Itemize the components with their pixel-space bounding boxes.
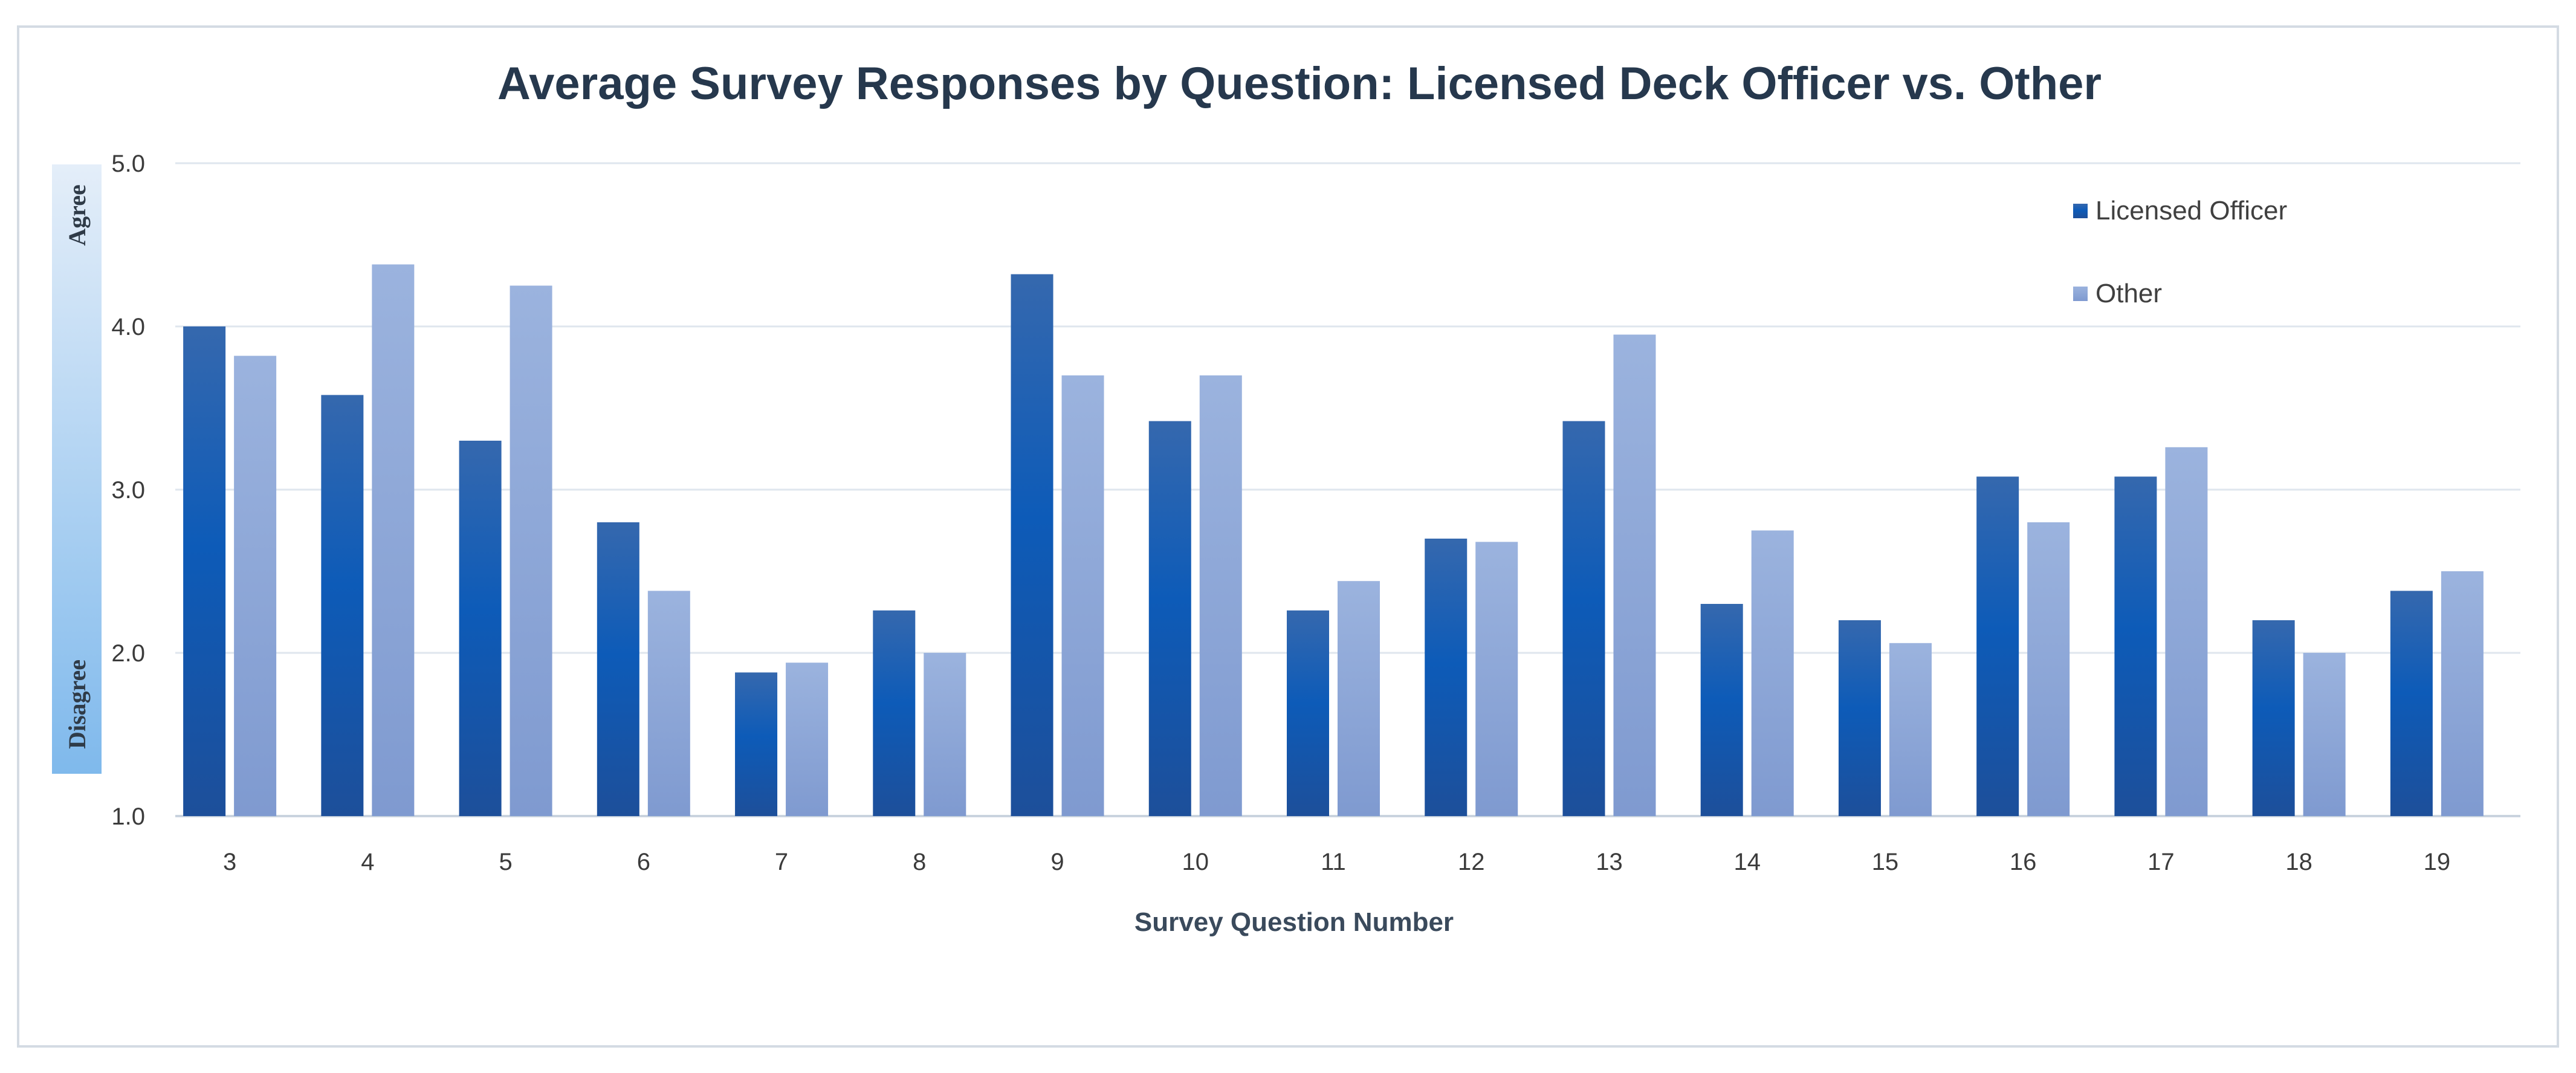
- bar-licensed-officer-q13: [1562, 421, 1605, 816]
- bar-other-q16: [2027, 522, 2070, 816]
- x-tick-label: 11: [1321, 849, 1346, 875]
- x-tick-label: 17: [2147, 849, 2175, 875]
- bar-other-q18: [2303, 653, 2346, 816]
- bar-licensed-officer-q7: [735, 672, 778, 816]
- y-tick-label: 2.0: [111, 640, 145, 667]
- bar-other-q4: [372, 264, 415, 816]
- bar-licensed-officer-q8: [873, 610, 916, 816]
- bar-other-q6: [647, 591, 690, 816]
- bar-other-q17: [2165, 447, 2208, 816]
- legend-swatch-licensed-officer: [2073, 204, 2088, 218]
- bar-licensed-officer-q11: [1287, 610, 1329, 816]
- x-tick-label: 15: [1872, 849, 1899, 875]
- x-tick-label: 9: [1050, 849, 1064, 875]
- x-axis-title: Survey Question Number: [1134, 907, 1454, 937]
- chart-title: Average Survey Responses by Question: Li…: [497, 58, 2102, 109]
- x-tick-label: 5: [499, 849, 512, 875]
- x-tick-label: 19: [2424, 849, 2451, 875]
- x-tick-label: 7: [775, 849, 788, 875]
- x-tick-label: 6: [637, 849, 650, 875]
- x-tick-label: 3: [223, 849, 236, 875]
- bar-licensed-officer-q10: [1148, 421, 1191, 816]
- bar-other-q8: [924, 653, 966, 816]
- y-axis-ticks: 1.0 2.0 3.0 4.0 5.0: [111, 151, 145, 830]
- bar-licensed-officer-q17: [2114, 476, 2157, 816]
- bar-licensed-officer-q18: [2252, 620, 2295, 816]
- bar-other-q10: [1199, 375, 1242, 816]
- x-tick-label: 4: [361, 849, 374, 875]
- bars: [183, 264, 2484, 817]
- x-tick-label: 14: [1733, 849, 1761, 875]
- legend-label-other: Other: [2095, 279, 2162, 308]
- scale-label-disagree: Disagree: [63, 660, 91, 749]
- bar-other-q11: [1338, 581, 1380, 816]
- legend-swatch-other: [2073, 287, 2088, 301]
- x-tick-label: 18: [2285, 849, 2312, 875]
- x-tick-label: 10: [1182, 849, 1209, 875]
- bar-licensed-officer-q14: [1700, 604, 1743, 816]
- bar-other-q3: [234, 355, 277, 816]
- bar-licensed-officer-q9: [1011, 274, 1053, 817]
- x-axis-ticks: 3 4 5 6 7 8 9 10 11 12 13 14 15 16 17 18 19: [223, 849, 2450, 875]
- x-tick-label: 13: [1596, 849, 1623, 875]
- legend-label-licensed-officer: Licensed Officer: [2095, 196, 2287, 225]
- bar-licensed-officer-q12: [1425, 539, 1468, 816]
- bar-other-q13: [1613, 334, 1656, 816]
- x-tick-label: 12: [1458, 849, 1485, 875]
- scale-label-agree: Agree: [63, 184, 91, 245]
- y-tick-label: 1.0: [111, 803, 145, 830]
- bar-licensed-officer-q16: [1976, 476, 2019, 816]
- legend: Licensed Officer Other: [2073, 196, 2287, 308]
- y-tick-label: 4.0: [111, 314, 145, 340]
- bar-other-q15: [1889, 643, 1932, 816]
- x-tick-label: 16: [2010, 849, 2037, 875]
- bar-other-q14: [1751, 530, 1794, 816]
- bar-licensed-officer-q6: [597, 522, 639, 816]
- y-tick-label: 3.0: [111, 477, 145, 504]
- scale-gradient-bar: [52, 164, 102, 774]
- bar-licensed-officer-q5: [459, 441, 502, 816]
- scale-indicator: Agree Disagree: [52, 164, 102, 774]
- bar-licensed-officer-q3: [183, 326, 226, 816]
- y-tick-label: 5.0: [111, 151, 145, 177]
- x-tick-label: 8: [913, 849, 926, 875]
- bar-other-q19: [2441, 571, 2484, 816]
- bar-other-q7: [786, 663, 829, 816]
- bar-other-q9: [1061, 375, 1104, 816]
- bar-licensed-officer-q19: [2390, 591, 2433, 816]
- bar-licensed-officer-q4: [321, 395, 364, 816]
- bar-other-q12: [1475, 542, 1518, 816]
- bar-other-q5: [510, 285, 552, 816]
- bar-licensed-officer-q15: [1838, 620, 1881, 816]
